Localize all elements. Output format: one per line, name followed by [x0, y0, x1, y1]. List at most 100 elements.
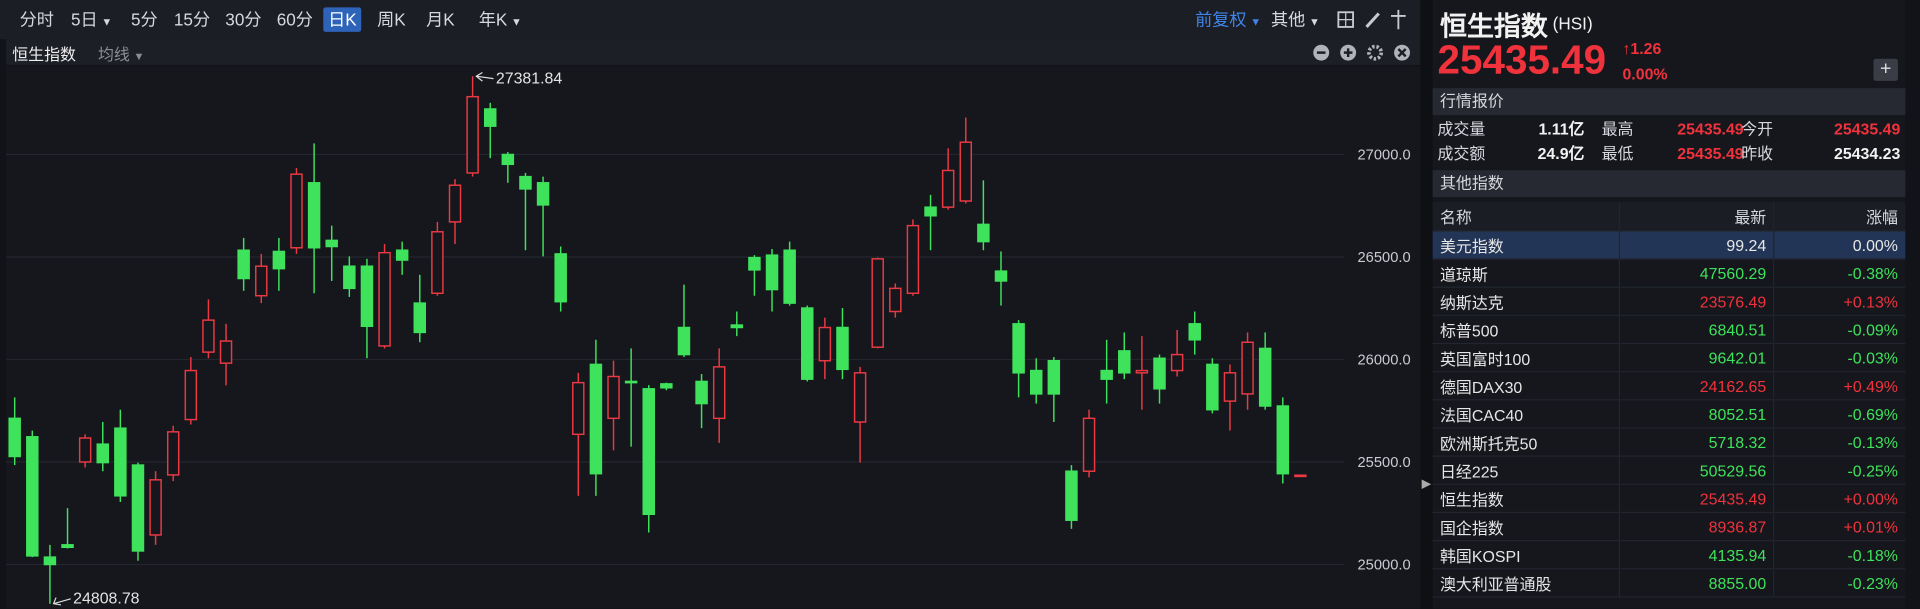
index-change: -0.03%	[1773, 343, 1906, 373]
index-price: 6840.51	[1618, 315, 1775, 345]
index-change: -0.18%	[1773, 540, 1906, 570]
index-price: 8936.87	[1618, 512, 1775, 542]
candle-body	[765, 254, 779, 291]
period-button[interactable]: 5日 ▼	[71, 9, 113, 30]
index-row[interactable]: 澳大利亚普通股 8855.00 -0.23%	[1432, 568, 1906, 598]
period-button[interactable]: 15分	[173, 9, 211, 30]
index-row[interactable]: 纳斯达克 23576.49 +0.13%	[1432, 287, 1906, 316]
candle-body	[395, 249, 409, 261]
candle-body	[818, 326, 832, 362]
y-tick-label: 26500.0	[1358, 250, 1411, 266]
candle-body	[255, 265, 268, 297]
index-row[interactable]: 日经225 50529.56 -0.25%	[1432, 456, 1906, 485]
candle-body	[1100, 369, 1113, 380]
index-price: 99.24	[1618, 230, 1775, 260]
index-price: 4135.94	[1618, 540, 1775, 570]
toolbar: 分时 5日 ▼ 5分 15分 30分 60分 日K 周K 月K 年K ▼ 前复权 ▼ …	[0, 0, 1421, 40]
index-name: 英国富时100	[1432, 343, 1620, 373]
index-row[interactable]: 标普500 6840.51 -0.09%	[1432, 315, 1906, 345]
other-dropdown[interactable]: 其他 ▼	[1271, 9, 1320, 30]
candle-body	[783, 249, 796, 304]
splitter[interactable]: ▶	[1420, 0, 1433, 609]
index-row[interactable]: 美元指数 99.24 0.00%	[1432, 230, 1906, 260]
low-label: 24808.78	[73, 591, 139, 608]
candle-body	[977, 223, 990, 243]
candle-body	[836, 326, 849, 371]
candle-body	[1188, 323, 1201, 341]
toolbar-icons	[1337, 9, 1406, 30]
index-row[interactable]: 欧洲斯托克50 5718.32 -0.13%	[1432, 427, 1906, 457]
period-button[interactable]: 60分	[276, 9, 313, 30]
candle-body	[889, 287, 902, 313]
section-header: 行情报价	[1432, 88, 1906, 116]
candle-body	[748, 256, 761, 271]
period-button[interactable]: 周K	[377, 9, 406, 30]
candle-body	[924, 206, 937, 217]
index-name: 德国DAX30	[1432, 371, 1620, 401]
ma-dropdown[interactable]: 均线 ▼	[97, 45, 145, 64]
draw-icon[interactable]	[1365, 12, 1380, 28]
period-button[interactable]: 年K ▼	[478, 9, 522, 30]
candle-body	[378, 251, 391, 347]
index-name: 澳大利亚普通股	[1432, 568, 1620, 598]
candle-body	[219, 340, 233, 364]
annotation-arrow	[475, 72, 494, 82]
period-button[interactable]: 月K	[426, 9, 455, 30]
candle-body	[660, 383, 673, 389]
index-name: 法国CAC40	[1432, 399, 1620, 429]
period-button[interactable]: 30分	[225, 9, 262, 30]
index-name: 欧洲斯托克50	[1432, 427, 1620, 457]
candle-body	[466, 95, 479, 174]
index-name: 美元指数	[1432, 230, 1620, 260]
index-name: 纳斯达克	[1432, 287, 1620, 316]
stat-label: 最低	[1601, 144, 1634, 163]
index-row[interactable]: 德国DAX30 24162.65 +0.49%	[1432, 371, 1906, 401]
candle-body	[413, 302, 427, 334]
candle-body	[114, 427, 127, 497]
price-change-pct: 0.00%	[1622, 64, 1668, 84]
index-change: +0.13%	[1773, 287, 1906, 316]
index-change: -0.25%	[1773, 456, 1906, 485]
candle-body	[519, 175, 532, 190]
last-price: 25435.49	[1437, 36, 1607, 83]
candle-body	[642, 388, 655, 516]
settings[interactable]	[1367, 44, 1384, 61]
candle-body	[1223, 372, 1237, 402]
candle-body	[677, 326, 691, 356]
candle-body	[166, 431, 180, 476]
candle-body	[1170, 353, 1184, 372]
candle-body	[941, 169, 955, 208]
candle-body	[272, 250, 286, 270]
candle-body	[554, 253, 567, 303]
index-price: 25435.49	[1618, 484, 1775, 514]
section-header: 其他指数	[1432, 170, 1906, 198]
period-button[interactable]: 日K	[323, 7, 362, 32]
add-button[interactable]: +	[1873, 58, 1898, 81]
index-row[interactable]: 恒生指数 25435.49 +0.00%	[1432, 484, 1906, 514]
index-row[interactable]: 法国CAC40 8052.51 -0.69%	[1432, 399, 1906, 429]
period-label: 5日	[71, 9, 98, 30]
index-change: -0.09%	[1773, 315, 1906, 345]
index-row[interactable]: 英国富时100 9642.01 -0.03%	[1432, 343, 1906, 373]
candle-body	[624, 380, 638, 384]
index-row[interactable]: 国企指数 8936.87 +0.01%	[1432, 512, 1906, 542]
candle-body	[1206, 363, 1219, 411]
column-header: 涨幅	[1773, 202, 1906, 232]
stat-value: 25435.49	[1677, 120, 1744, 139]
period-button[interactable]: 5分	[131, 9, 158, 30]
adjust-dropdown[interactable]: 前复权 ▼	[1195, 9, 1262, 30]
period-label: 年K	[478, 9, 508, 30]
candle-body	[307, 182, 321, 249]
stat-value: 24.9亿	[1537, 144, 1585, 163]
index-name: 国企指数	[1432, 512, 1620, 542]
index-row[interactable]: 韩国KOSPI 4135.94 -0.18%	[1432, 540, 1906, 570]
column-header: 名称	[1432, 202, 1620, 232]
index-row[interactable]: 道琼斯 47560.29 -0.38%	[1432, 258, 1906, 288]
period-button[interactable]: 分时	[19, 9, 54, 30]
chart-header: 恒生指数 均线 ▼	[6, 39, 1421, 65]
candle-body	[360, 265, 374, 328]
candle-body	[43, 556, 57, 566]
index-change: -0.69%	[1773, 399, 1906, 429]
ma-label: 均线	[97, 45, 130, 64]
y-tick-label: 27000.0	[1358, 147, 1411, 163]
